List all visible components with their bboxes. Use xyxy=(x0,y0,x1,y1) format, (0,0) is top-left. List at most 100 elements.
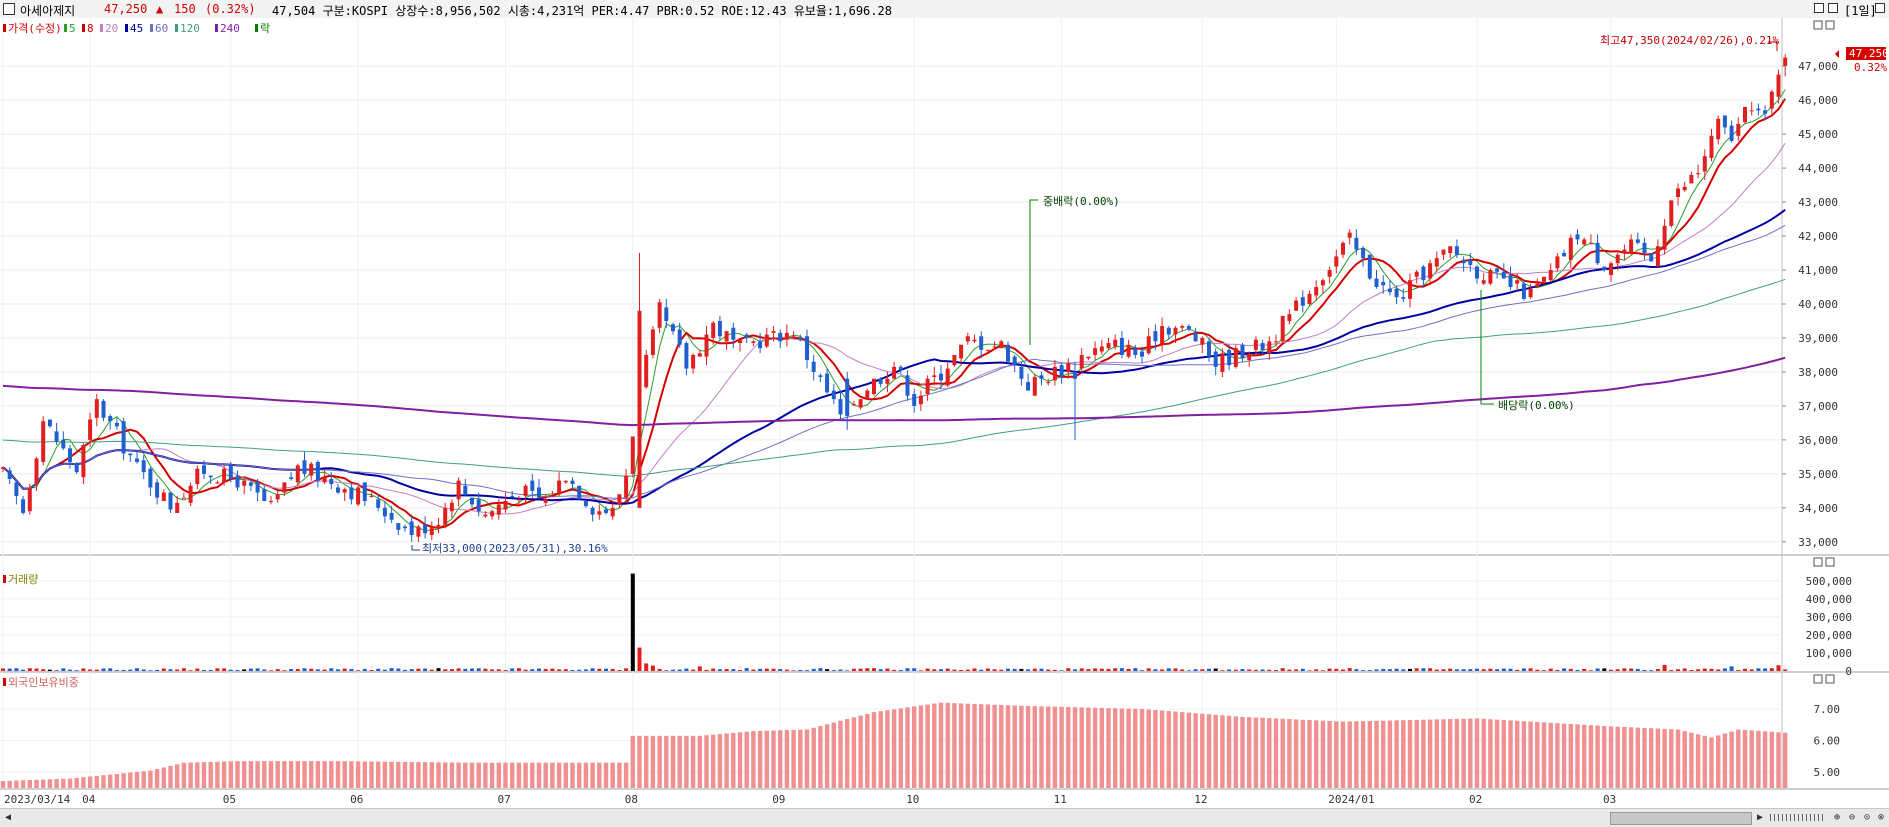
volume-bar xyxy=(1334,668,1339,671)
candle-body xyxy=(1562,253,1567,257)
volume-bar xyxy=(1280,668,1285,671)
candle-body xyxy=(1106,343,1111,349)
panel-min-icon[interactable] xyxy=(1813,674,1823,684)
candle-body xyxy=(1126,344,1131,357)
zoom-slider[interactable] xyxy=(1770,814,1826,821)
minimize-icon[interactable] xyxy=(1814,3,1824,13)
candle-body xyxy=(416,526,421,537)
candle-body xyxy=(1166,327,1171,335)
foreign-bar xyxy=(382,761,388,788)
zoom-out-icon[interactable]: ⊖ xyxy=(1848,812,1856,823)
foreign-bar xyxy=(1052,706,1058,788)
foreign-bar xyxy=(1159,710,1165,788)
foreign-bar xyxy=(992,704,997,788)
candle-body xyxy=(1702,156,1707,172)
foreign-bar xyxy=(1233,716,1238,788)
candle-body xyxy=(1776,74,1781,97)
volume-bar xyxy=(155,669,160,671)
price-tick-label: 45,000 xyxy=(1798,128,1838,141)
candle-body xyxy=(851,404,856,406)
volume-tick-label: 200,000 xyxy=(1806,629,1852,642)
volume-grid xyxy=(0,580,1782,672)
foreign-bar xyxy=(563,762,568,788)
legend-swatch xyxy=(175,24,178,32)
foreign-bar xyxy=(1347,721,1352,788)
volume-bar xyxy=(918,670,923,671)
candle-body xyxy=(1582,239,1587,245)
close-icon[interactable] xyxy=(1875,3,1885,13)
volume-bar xyxy=(503,670,508,671)
legend-swatch xyxy=(82,24,85,32)
candle-body xyxy=(1052,366,1057,381)
scroll-right-icon[interactable]: ▶ xyxy=(1756,812,1764,823)
period-selector[interactable]: [1일] xyxy=(1844,4,1877,18)
volume-bar xyxy=(644,663,649,671)
candle-body xyxy=(443,507,448,525)
stock-name[interactable]: 아세아제지 xyxy=(20,4,76,18)
candle-body xyxy=(637,310,642,508)
foreign-bar xyxy=(764,730,769,788)
scroll-thumb[interactable] xyxy=(1610,812,1752,825)
foreign-bar xyxy=(7,780,12,788)
candle-body xyxy=(336,487,340,493)
price-tick-label: 46,000 xyxy=(1798,94,1838,107)
volume-tick-label: 400,000 xyxy=(1806,593,1852,606)
candle-body xyxy=(1039,375,1044,379)
candle-body xyxy=(81,444,86,478)
foreign-bar xyxy=(1180,712,1185,788)
legend-label: 20 xyxy=(105,22,118,35)
foreign-bar xyxy=(295,761,300,788)
volume-bar xyxy=(21,669,26,671)
last-price-label: 47,250 xyxy=(1849,47,1889,60)
vertical-grid xyxy=(2,18,1612,789)
chart-canvas[interactable]: 33,000 34,000 35,000 36,000 37,000 38,000 39,0… xyxy=(0,0,1889,808)
volume-bar xyxy=(945,668,950,671)
zoom-reset-icon[interactable]: ⊙ xyxy=(1863,812,1871,823)
scroll-left-icon[interactable]: ◀ xyxy=(4,812,12,823)
candle-body xyxy=(1595,242,1600,264)
foreign-bar xyxy=(871,712,877,788)
foreign-bar xyxy=(1139,708,1145,788)
panel-min-icon[interactable] xyxy=(1813,557,1823,567)
horizontal-scrollbar[interactable]: ◀ ▶ ⊕ ⊖ ⊙ ⊗ xyxy=(0,808,1889,827)
panel-max-icon[interactable] xyxy=(1825,20,1835,30)
candle-body xyxy=(1006,344,1010,362)
candle-body xyxy=(1026,382,1031,391)
x-tick-label: 07 xyxy=(498,793,511,806)
foreign-bar xyxy=(1206,714,1212,788)
volume-bar xyxy=(537,668,541,671)
zoom-fit-icon[interactable]: ⊗ xyxy=(1877,812,1885,823)
volume-bar xyxy=(811,668,816,671)
candle-body xyxy=(684,343,689,369)
candle-body xyxy=(141,460,146,473)
legend-swatch xyxy=(3,24,6,32)
volume-bar xyxy=(1709,668,1714,671)
foreign-bar xyxy=(456,762,461,788)
candle-body xyxy=(1220,353,1225,372)
foreign-bar xyxy=(1762,731,1768,788)
maximize-icon[interactable] xyxy=(1828,3,1838,13)
foreign-bar xyxy=(724,733,729,788)
x-tick-label: 10 xyxy=(906,793,919,806)
panel-max-icon[interactable] xyxy=(1825,557,1835,567)
volume-bar xyxy=(925,668,930,671)
candle-body xyxy=(657,302,662,328)
foreign-bar xyxy=(1340,721,1346,788)
select-checkbox[interactable] xyxy=(3,3,15,15)
foreign-bar xyxy=(912,706,917,788)
volume-bar xyxy=(1602,668,1607,671)
x-tick-label: 09 xyxy=(772,793,785,806)
foreign-bar xyxy=(1226,715,1232,788)
foreign-bar xyxy=(1025,705,1031,788)
panel-min-icon[interactable] xyxy=(1813,20,1823,30)
volume-bar xyxy=(1006,668,1010,671)
panel-max-icon[interactable] xyxy=(1825,674,1835,684)
foreign-bar xyxy=(543,762,548,788)
candle-body xyxy=(382,507,387,517)
foreign-bar xyxy=(1153,710,1158,788)
volume-bar xyxy=(1743,668,1747,671)
volume-bar xyxy=(637,647,642,671)
volume-bar xyxy=(1093,668,1098,671)
candle-body xyxy=(1475,266,1479,279)
zoom-in-icon[interactable]: ⊕ xyxy=(1833,812,1841,823)
